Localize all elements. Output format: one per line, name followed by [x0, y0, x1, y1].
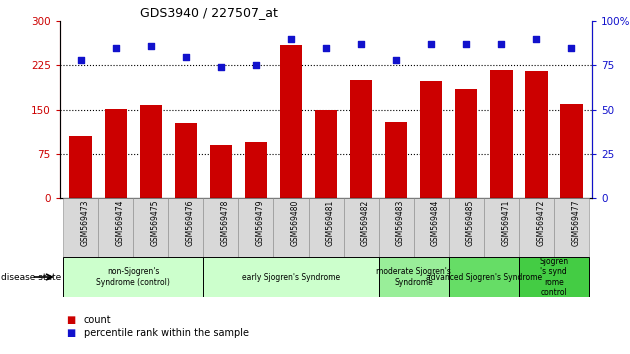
Bar: [139, 105, 163, 198]
Point: [181, 54, 191, 59]
Point: [566, 45, 576, 51]
Point: [356, 41, 366, 47]
Point: [216, 64, 226, 70]
Bar: [554, 198, 588, 257]
Bar: [239, 198, 273, 257]
Point: [76, 57, 86, 63]
Point: [321, 45, 331, 51]
Text: advanced Sjogren's Syndrome: advanced Sjogren's Syndrome: [426, 273, 542, 281]
Text: percentile rank within the sample: percentile rank within the sample: [84, 329, 249, 338]
Text: GSM569479: GSM569479: [256, 200, 265, 246]
Bar: [484, 198, 518, 257]
Point: [461, 41, 471, 47]
Text: ■: ■: [66, 329, 76, 338]
Bar: [69, 136, 92, 198]
Bar: [455, 89, 478, 198]
Bar: [449, 198, 484, 257]
Text: GSM569477: GSM569477: [571, 200, 580, 246]
Text: GSM569476: GSM569476: [186, 200, 195, 246]
Text: GSM569471: GSM569471: [501, 200, 510, 246]
Text: GSM569472: GSM569472: [536, 200, 545, 246]
Text: early Sjogren's Syndrome: early Sjogren's Syndrome: [242, 273, 340, 281]
Bar: [175, 123, 197, 198]
Text: GSM569484: GSM569484: [431, 200, 440, 246]
Point: [286, 36, 296, 42]
Bar: [518, 257, 588, 297]
Point: [531, 36, 541, 42]
Text: GSM569478: GSM569478: [221, 200, 230, 246]
Bar: [64, 198, 98, 257]
Bar: [518, 198, 554, 257]
Bar: [560, 104, 583, 198]
Bar: [314, 110, 338, 198]
Point: [496, 41, 506, 47]
Bar: [210, 145, 232, 198]
Text: count: count: [84, 315, 112, 325]
Text: GDS3940 / 227507_at: GDS3940 / 227507_at: [140, 6, 278, 19]
Bar: [490, 70, 513, 198]
Bar: [134, 198, 168, 257]
Bar: [309, 198, 343, 257]
Text: Sjogren
's synd
rome
control: Sjogren 's synd rome control: [539, 257, 568, 297]
Text: GSM569481: GSM569481: [326, 200, 335, 246]
Bar: [280, 45, 302, 198]
Bar: [379, 198, 413, 257]
Bar: [273, 198, 309, 257]
Text: disease state: disease state: [1, 273, 61, 281]
Text: GSM569473: GSM569473: [81, 200, 90, 246]
Bar: [244, 142, 267, 198]
Point: [426, 41, 436, 47]
Bar: [343, 198, 379, 257]
Bar: [105, 109, 127, 198]
Point: [146, 43, 156, 49]
Bar: [413, 198, 449, 257]
Bar: [420, 81, 442, 198]
Text: GSM569480: GSM569480: [291, 200, 300, 246]
Bar: [203, 257, 379, 297]
Point: [111, 45, 121, 51]
Bar: [525, 72, 547, 198]
Text: ■: ■: [66, 315, 76, 325]
Bar: [379, 257, 449, 297]
Text: GSM569483: GSM569483: [396, 200, 405, 246]
Bar: [385, 121, 408, 198]
Point: [391, 57, 401, 63]
Text: non-Sjogren's
Syndrome (control): non-Sjogren's Syndrome (control): [96, 267, 170, 287]
Bar: [98, 198, 134, 257]
Bar: [449, 257, 518, 297]
Bar: [203, 198, 239, 257]
Text: moderate Sjogren's
Syndrome: moderate Sjogren's Syndrome: [376, 267, 451, 287]
Text: GSM569474: GSM569474: [116, 200, 125, 246]
Text: GSM569482: GSM569482: [361, 200, 370, 246]
Point: [251, 63, 261, 68]
Text: GSM569475: GSM569475: [151, 200, 160, 246]
Bar: [350, 80, 372, 198]
Bar: [168, 198, 203, 257]
Text: GSM569485: GSM569485: [466, 200, 475, 246]
Bar: [64, 257, 203, 297]
